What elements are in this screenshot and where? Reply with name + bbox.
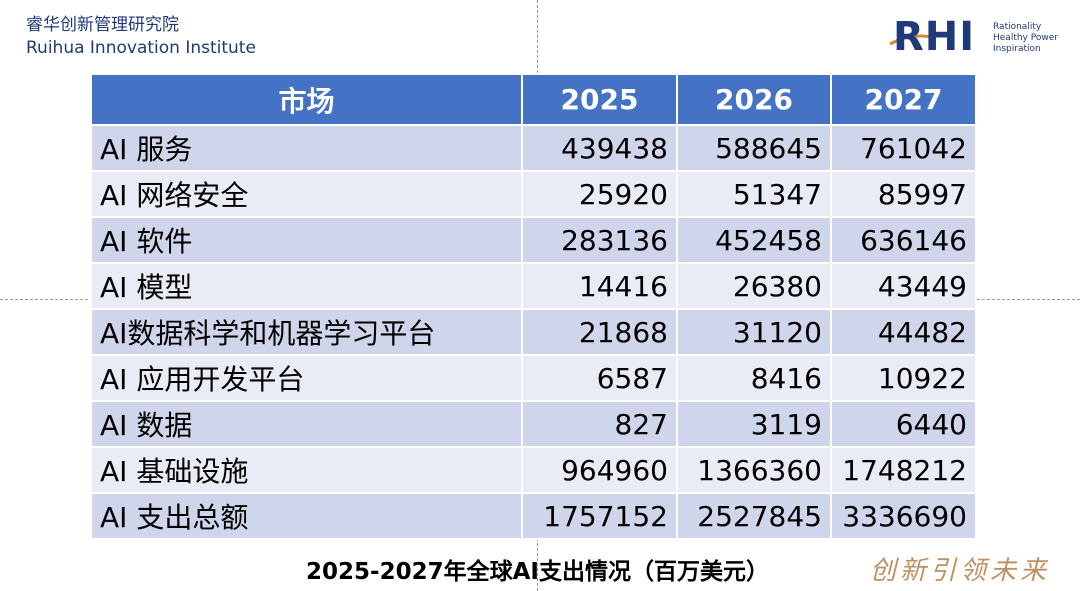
header-row: 市场 2025 2026 2027 xyxy=(90,73,977,126)
cell: 25920 xyxy=(521,170,678,218)
table-row: AI 服务 439438 588645 761042 xyxy=(90,124,977,172)
cell: 21868 xyxy=(521,308,678,356)
org-name-en: Ruihua Innovation Institute xyxy=(26,38,256,58)
cell: 439438 xyxy=(521,124,678,172)
table-row: AI 基础设施 964960 1366360 1748212 xyxy=(90,446,977,494)
cell: 10922 xyxy=(830,354,977,402)
logo-tagline: Rationality Healthy Power Inspiration xyxy=(993,22,1058,55)
cell: 964960 xyxy=(521,446,678,494)
cell: 636146 xyxy=(830,216,977,264)
cell: 14416 xyxy=(521,262,678,310)
cell: 44482 xyxy=(830,308,977,356)
tagline-line: Rationality xyxy=(993,22,1042,32)
cell: 827 xyxy=(521,400,678,448)
column-header: 市场 xyxy=(90,73,523,126)
table-row: AI数据科学和机器学习平台 21868 31120 44482 xyxy=(90,308,977,356)
tagline-line: Inspiration xyxy=(993,44,1041,54)
cell: 8416 xyxy=(676,354,832,402)
cell: 31120 xyxy=(676,308,832,356)
table-row: AI 网络安全 25920 51347 85997 xyxy=(90,170,977,218)
row-label: AI 数据 xyxy=(90,400,523,448)
cell: 452458 xyxy=(676,216,832,264)
cell: 761042 xyxy=(830,124,977,172)
logo: RHI xyxy=(893,14,976,60)
cell: 1757152 xyxy=(521,492,678,540)
row-label: AI 基础设施 xyxy=(90,446,523,494)
cell: 3336690 xyxy=(830,492,977,540)
logo-swoosh xyxy=(889,34,937,46)
cell: 283136 xyxy=(521,216,678,264)
cell: 2527845 xyxy=(676,492,832,540)
table-row: AI 应用开发平台 6587 8416 10922 xyxy=(90,354,977,402)
row-label: AI数据科学和机器学习平台 xyxy=(90,308,523,356)
cell: 1366360 xyxy=(676,446,832,494)
cell: 1748212 xyxy=(830,446,977,494)
org-name-cn: 睿华创新管理研究院 xyxy=(26,15,179,35)
column-header: 2027 xyxy=(830,73,977,126)
cell: 6440 xyxy=(830,400,977,448)
table-row: AI 模型 14416 26380 43449 xyxy=(90,262,977,310)
row-label: AI 应用开发平台 xyxy=(90,354,523,402)
column-header: 2025 xyxy=(521,73,678,126)
table-row: AI 支出总额 1757152 2527845 3336690 xyxy=(90,492,977,540)
row-label: AI 网络安全 xyxy=(90,170,523,218)
table-row: AI 软件 283136 452458 636146 xyxy=(90,216,977,264)
column-header: 2026 xyxy=(676,73,832,126)
data-table: 市场 2025 2026 2027 AI 服务 439438 588645 761042 AI … xyxy=(90,73,977,540)
cell: 51347 xyxy=(676,170,832,218)
row-label: AI 软件 xyxy=(90,216,523,264)
cell: 26380 xyxy=(676,262,832,310)
cell: 3119 xyxy=(676,400,832,448)
row-label: AI 模型 xyxy=(90,262,523,310)
slogan: 创新引领未来 xyxy=(870,556,1051,586)
cell: 85997 xyxy=(830,170,977,218)
row-label: AI 支出总额 xyxy=(90,492,523,540)
row-label: AI 服务 xyxy=(90,124,523,172)
tagline-line: Healthy Power xyxy=(993,33,1058,43)
table-row: AI 数据 827 3119 6440 xyxy=(90,400,977,448)
cell: 588645 xyxy=(676,124,832,172)
cell: 6587 xyxy=(521,354,678,402)
caption: 2025-2027年全球AI支出情况（百万美元） xyxy=(306,559,769,585)
cell: 43449 xyxy=(830,262,977,310)
